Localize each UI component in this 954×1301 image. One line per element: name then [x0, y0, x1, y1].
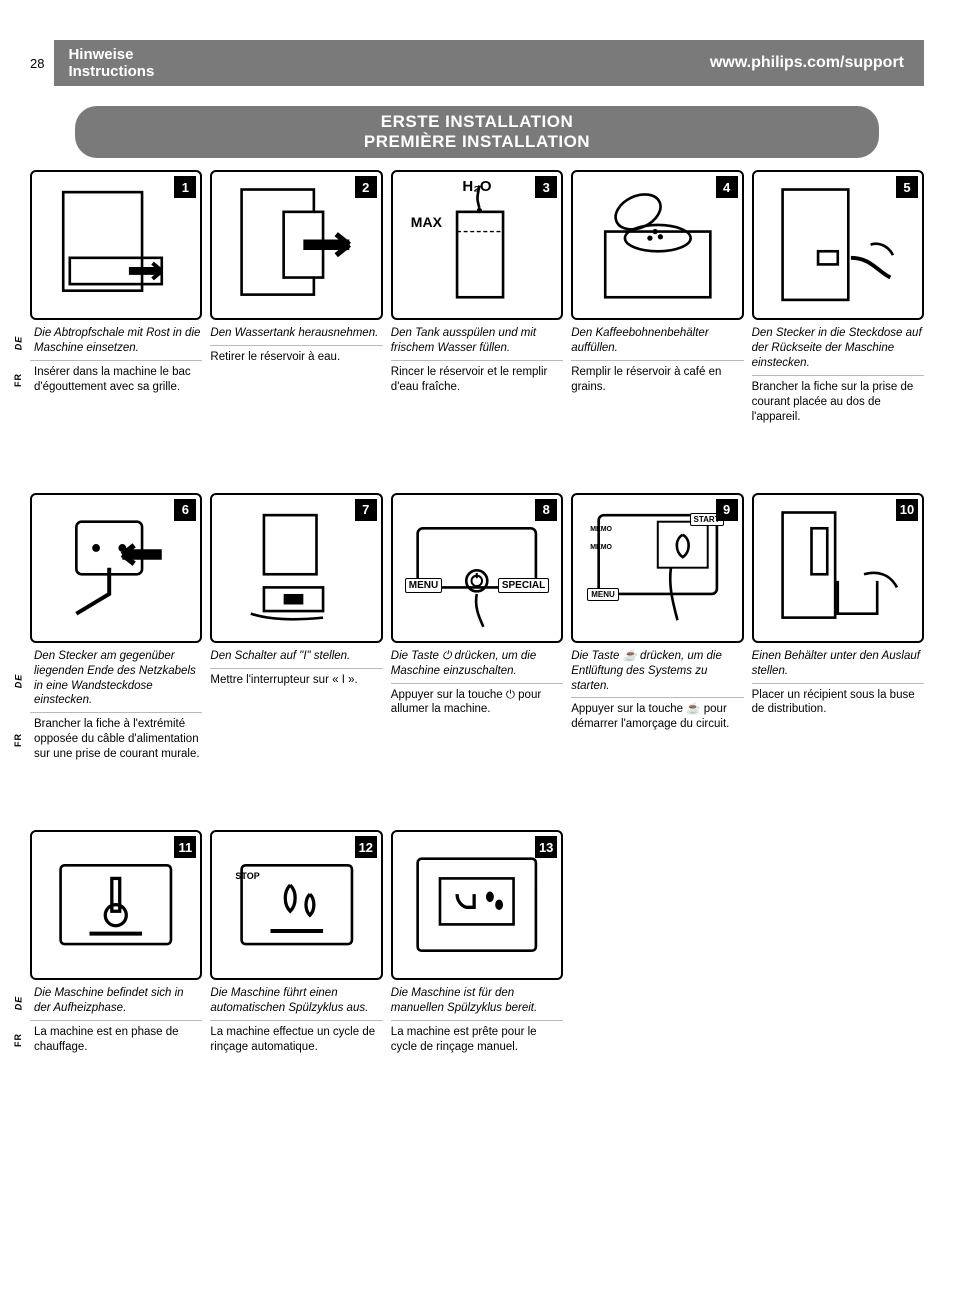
- steps-row-1: 1 DE Die Abtropfschale mit Rost in die M…: [30, 170, 924, 433]
- step-3-caption-de: Den Tank ausspülen und mit frischem Wass…: [391, 326, 563, 361]
- steps-row-3: 11 DE Die Maschine befindet sich in der …: [30, 830, 924, 1063]
- step-7: 7 Den Schalter auf "I" stellen. Mettre l…: [210, 493, 382, 771]
- lang-tag-de: DE: [13, 673, 25, 688]
- step-9-illustration: START MEMO MEMO MENU 9: [571, 493, 743, 643]
- step-13: 13 Die Maschine ist für den manuellen Sp…: [391, 830, 563, 1063]
- step-2-number: 2: [355, 176, 377, 198]
- menu-label: MENU: [587, 588, 619, 601]
- step-6-number: 6: [174, 499, 196, 521]
- step-9-caption-fr: Appuyer sur la touche ☕ pour démarrer l'…: [571, 702, 743, 732]
- step-13-caption-fr: La machine est prête pour le cycle de ri…: [391, 1025, 563, 1055]
- step-12-number: 12: [355, 836, 377, 858]
- step-10-number: 10: [896, 499, 918, 521]
- step-5-caption-fr: Brancher la fiche sur la prise de couran…: [752, 380, 924, 425]
- step-10-caption-fr: Placer un récipient sous la buse de dist…: [752, 688, 924, 718]
- lang-tag-de: DE: [13, 996, 25, 1011]
- step-5-caption-de: Den Stecker in die Steckdose auf der Rüc…: [752, 326, 924, 376]
- step-7-caption-de: Den Schalter auf "I" stellen.: [210, 649, 382, 669]
- step-9-number: 9: [716, 499, 738, 521]
- memo-label-2: MEMO: [587, 543, 615, 552]
- header-title-de: Hinweise: [68, 46, 154, 63]
- step-10: 10 Einen Behälter unter den Auslauf stel…: [752, 493, 924, 771]
- step-1-number: 1: [174, 176, 196, 198]
- step-7-number: 7: [355, 499, 377, 521]
- steps-row-2: 6 DE Den Stecker am gegenüber liegenden …: [30, 493, 924, 771]
- lang-tag-de: DE: [13, 336, 25, 351]
- step-9: START MEMO MEMO MENU 9 Die Taste ☕ drück…: [571, 493, 743, 771]
- step-8-number: 8: [535, 499, 557, 521]
- menu-button-label: MENU: [405, 578, 442, 593]
- step-4: 4 Den Kaffeebohnenbehälter auffüllen. Re…: [571, 170, 743, 433]
- step-2-caption-de: Den Wassertank herausnehmen.: [210, 326, 382, 346]
- step-8-caption-de: Die Taste ⏻ drücken, um die Maschine ein…: [391, 649, 563, 684]
- step-13-illustration: 13: [391, 830, 563, 980]
- step-6-caption-de: DE Den Stecker am gegenüber liegenden En…: [30, 649, 202, 714]
- special-button-label: SPECIAL: [498, 578, 549, 593]
- header-left: Hinweise Instructions: [54, 40, 168, 86]
- step-8-illustration: MENU SPECIAL 8: [391, 493, 563, 643]
- step-2-illustration: 2: [210, 170, 382, 320]
- step-9-caption-de: Die Taste ☕ drücken, um die Entlüftung d…: [571, 649, 743, 699]
- step-11-caption-de: DE Die Maschine befindet sich in der Auf…: [30, 986, 202, 1021]
- page-number: 28: [30, 40, 54, 86]
- step-3-number: 3: [535, 176, 557, 198]
- step-6: 6 DE Den Stecker am gegenüber liegenden …: [30, 493, 202, 771]
- step-4-caption-de: Den Kaffeebohnenbehälter auffüllen.: [571, 326, 743, 361]
- lang-tag-fr: FR: [13, 1033, 25, 1047]
- stop-label: STOP: [232, 870, 262, 882]
- step-6-caption-fr: FR Brancher la fiche à l'extrémité oppos…: [30, 717, 202, 762]
- step-6-illustration: 6: [30, 493, 202, 643]
- step-11: 11 DE Die Maschine befindet sich in der …: [30, 830, 202, 1063]
- step-11-caption-fr: FR La machine est en phase de chauffage.: [30, 1025, 202, 1055]
- header-bar: 28 Hinweise Instructions www.philips.com…: [30, 40, 924, 86]
- step-7-illustration: 7: [210, 493, 382, 643]
- step-1-illustration: 1: [30, 170, 202, 320]
- step-4-illustration: 4: [571, 170, 743, 320]
- step-5-illustration: 5: [752, 170, 924, 320]
- step-5-number: 5: [896, 176, 918, 198]
- h2o-label: H₂O: [462, 178, 491, 195]
- step-1-caption-de: DE Die Abtropfschale mit Rost in die Mas…: [30, 326, 202, 361]
- step-11-illustration: 11: [30, 830, 202, 980]
- step-12: STOP 12 Die Maschine führt einen automat…: [210, 830, 382, 1063]
- step-12-caption-de: Die Maschine führt einen automatischen S…: [210, 986, 382, 1021]
- lang-tag-fr: FR: [13, 373, 25, 387]
- step-3: H₂O MAX 3 Den Tank ausspülen und mit fri…: [391, 170, 563, 433]
- step-12-caption-fr: La machine effectue un cycle de rinçage …: [210, 1025, 382, 1055]
- step-2-caption-fr: Retirer le réservoir à eau.: [210, 350, 382, 365]
- step-8-caption-fr: Appuyer sur la touche ⏻ pour allumer la …: [391, 688, 563, 718]
- step-13-caption-de: Die Maschine ist für den manuellen Spülz…: [391, 986, 563, 1021]
- step-3-caption-fr: Rincer le réservoir et le remplir d'eau …: [391, 365, 563, 395]
- step-11-number: 11: [174, 836, 196, 858]
- lang-tag-fr: FR: [13, 733, 25, 747]
- step-13-number: 13: [535, 836, 557, 858]
- step-10-caption-de: Einen Behälter unter den Auslauf stellen…: [752, 649, 924, 684]
- step-4-caption-fr: Remplir le réservoir à café en grains.: [571, 365, 743, 395]
- step-1: 1 DE Die Abtropfschale mit Rost in die M…: [30, 170, 202, 433]
- step-12-illustration: STOP 12: [210, 830, 382, 980]
- step-8: MENU SPECIAL 8 Die Taste ⏻ drücken, um d…: [391, 493, 563, 771]
- memo-label-1: MEMO: [587, 525, 615, 534]
- step-4-number: 4: [716, 176, 738, 198]
- step-7-caption-fr: Mettre l'interrupteur sur « I ».: [210, 673, 382, 688]
- section-title-de: ERSTE INSTALLATION: [75, 112, 880, 132]
- header-title-fr: Instructions: [68, 63, 154, 80]
- section-title-fr: PREMIÈRE INSTALLATION: [75, 132, 880, 152]
- step-10-illustration: 10: [752, 493, 924, 643]
- header-url: www.philips.com/support: [168, 40, 924, 86]
- max-label: MAX: [411, 214, 442, 230]
- step-2: 2 Den Wassertank herausnehmen. Retirer l…: [210, 170, 382, 433]
- section-title: ERSTE INSTALLATION PREMIÈRE INSTALLATION: [75, 106, 880, 158]
- step-3-illustration: H₂O MAX 3: [391, 170, 563, 320]
- step-1-caption-fr: FR Insérer dans la machine le bac d'égou…: [30, 365, 202, 395]
- step-5: 5 Den Stecker in die Steckdose auf der R…: [752, 170, 924, 433]
